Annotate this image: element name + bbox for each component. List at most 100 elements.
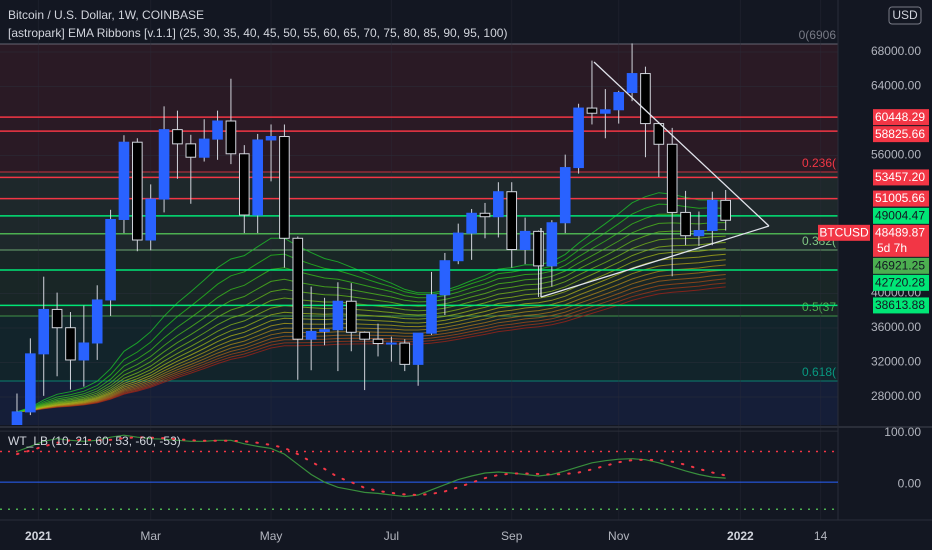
symbol-box <box>818 224 870 241</box>
candle-body <box>132 141 143 241</box>
x-tick-label: 2021 <box>25 529 52 543</box>
fib-label: 0.618( <box>802 365 836 379</box>
candle-body <box>265 136 277 141</box>
candle-body <box>386 342 397 345</box>
candle-body <box>452 232 464 262</box>
ema-ribbon <box>16 253 726 413</box>
candle-body <box>51 308 63 329</box>
trend-line <box>540 225 770 298</box>
candle-body <box>185 143 197 158</box>
candle-body <box>640 73 651 125</box>
y-tick-label: 28000.00 <box>871 389 921 403</box>
x-tick-label: Sep <box>501 529 523 543</box>
indicator-title: WT_LB (10, 21, 60, 53, -60, -53) <box>8 434 181 448</box>
fib-label: 0.5(37 <box>802 300 836 314</box>
candle-body <box>25 353 36 413</box>
candle-body <box>479 212 491 218</box>
y-tick-label: 32000.00 <box>871 355 921 369</box>
fib-label: 0(6906 <box>799 28 837 42</box>
candle-body <box>279 136 290 239</box>
symbol-label: BTCUSD <box>819 225 869 239</box>
candle-body <box>91 299 103 344</box>
fib-zone <box>0 380 838 425</box>
price-label: 38613.88 <box>875 298 925 312</box>
x-tick-label: 2022 <box>727 529 754 543</box>
candle-body <box>145 198 157 241</box>
price-label: 51005.66 <box>875 191 925 205</box>
candle-body <box>118 141 130 220</box>
candle-body <box>172 129 183 145</box>
x-tick-label: May <box>260 529 283 543</box>
x-tick-label: Jul <box>384 529 399 543</box>
candle-body <box>359 331 370 340</box>
price-label: 60448.29 <box>875 110 925 124</box>
price-label-box <box>873 274 929 291</box>
price-label-box <box>873 169 929 186</box>
x-tick-label: 14 <box>814 529 828 543</box>
ema-ribbon <box>16 213 726 413</box>
ema-ribbon <box>16 242 726 413</box>
fib-label: 0.236( <box>802 156 836 170</box>
y-tick-label: 56000.00 <box>871 148 921 162</box>
ema-ribbon <box>16 269 726 413</box>
candle-body <box>706 199 718 232</box>
indicator-tick-label: 0.00 <box>898 476 922 490</box>
currency-button[interactable] <box>888 6 922 25</box>
candle-body <box>65 327 76 361</box>
last-price-box <box>873 224 929 257</box>
candle-body <box>345 300 357 333</box>
chart-title: Bitcoin / U.S. Dollar, 1W, COINBASE <box>8 8 204 22</box>
candle-body <box>238 153 250 216</box>
candle-body <box>198 138 210 158</box>
ema-ribbon <box>16 248 726 413</box>
ema-ribbon <box>16 274 726 413</box>
price-label: 49004.47 <box>875 208 925 222</box>
candle-body <box>626 73 638 94</box>
candle-body <box>332 300 344 331</box>
price-label-box <box>873 257 929 274</box>
ema-ribbon <box>16 229 726 413</box>
candle-body <box>613 92 625 111</box>
x-tick-label: Nov <box>608 529 629 543</box>
triangle-drawing <box>540 61 770 298</box>
candle-body <box>412 332 424 365</box>
candle-body <box>439 260 451 296</box>
price-label: 46921.25 <box>875 258 925 272</box>
candle-body <box>305 330 317 340</box>
candle-body <box>519 230 531 250</box>
candle-body <box>466 212 477 234</box>
trend-line <box>593 61 770 227</box>
x-tick-label: Mar <box>140 529 161 543</box>
last-price: 48489.87 <box>875 225 925 239</box>
price-label-box <box>873 207 929 224</box>
candle-body <box>372 338 384 345</box>
candle-body <box>666 143 678 213</box>
candle-body <box>292 237 304 340</box>
currency-label[interactable]: USD <box>892 8 918 22</box>
candle-body <box>426 294 437 334</box>
candle-body <box>252 139 263 216</box>
candles <box>11 43 731 425</box>
countdown: 5d 7h <box>877 241 907 255</box>
price-label: 58825.66 <box>875 127 925 141</box>
y-tick-label: 36000.00 <box>871 320 921 334</box>
candle-body <box>586 107 598 114</box>
ema-ribbon <box>16 264 726 413</box>
candle-body <box>600 109 611 114</box>
candle-body <box>546 222 558 267</box>
price-label-box <box>873 297 929 314</box>
price-label-box <box>873 126 929 143</box>
candle-body <box>533 230 544 267</box>
ema-ribbon <box>16 222 726 413</box>
candle-body <box>212 120 223 140</box>
ema-ribbon <box>16 192 726 413</box>
indicator-pane: 100.00 0.00 <box>0 425 922 511</box>
candle-body <box>399 342 411 365</box>
ema-ribbon <box>16 286 726 413</box>
candle-body <box>158 129 170 200</box>
price-label: 53457.20 <box>875 170 925 184</box>
candle-body <box>225 120 237 155</box>
candle-body <box>720 199 731 221</box>
